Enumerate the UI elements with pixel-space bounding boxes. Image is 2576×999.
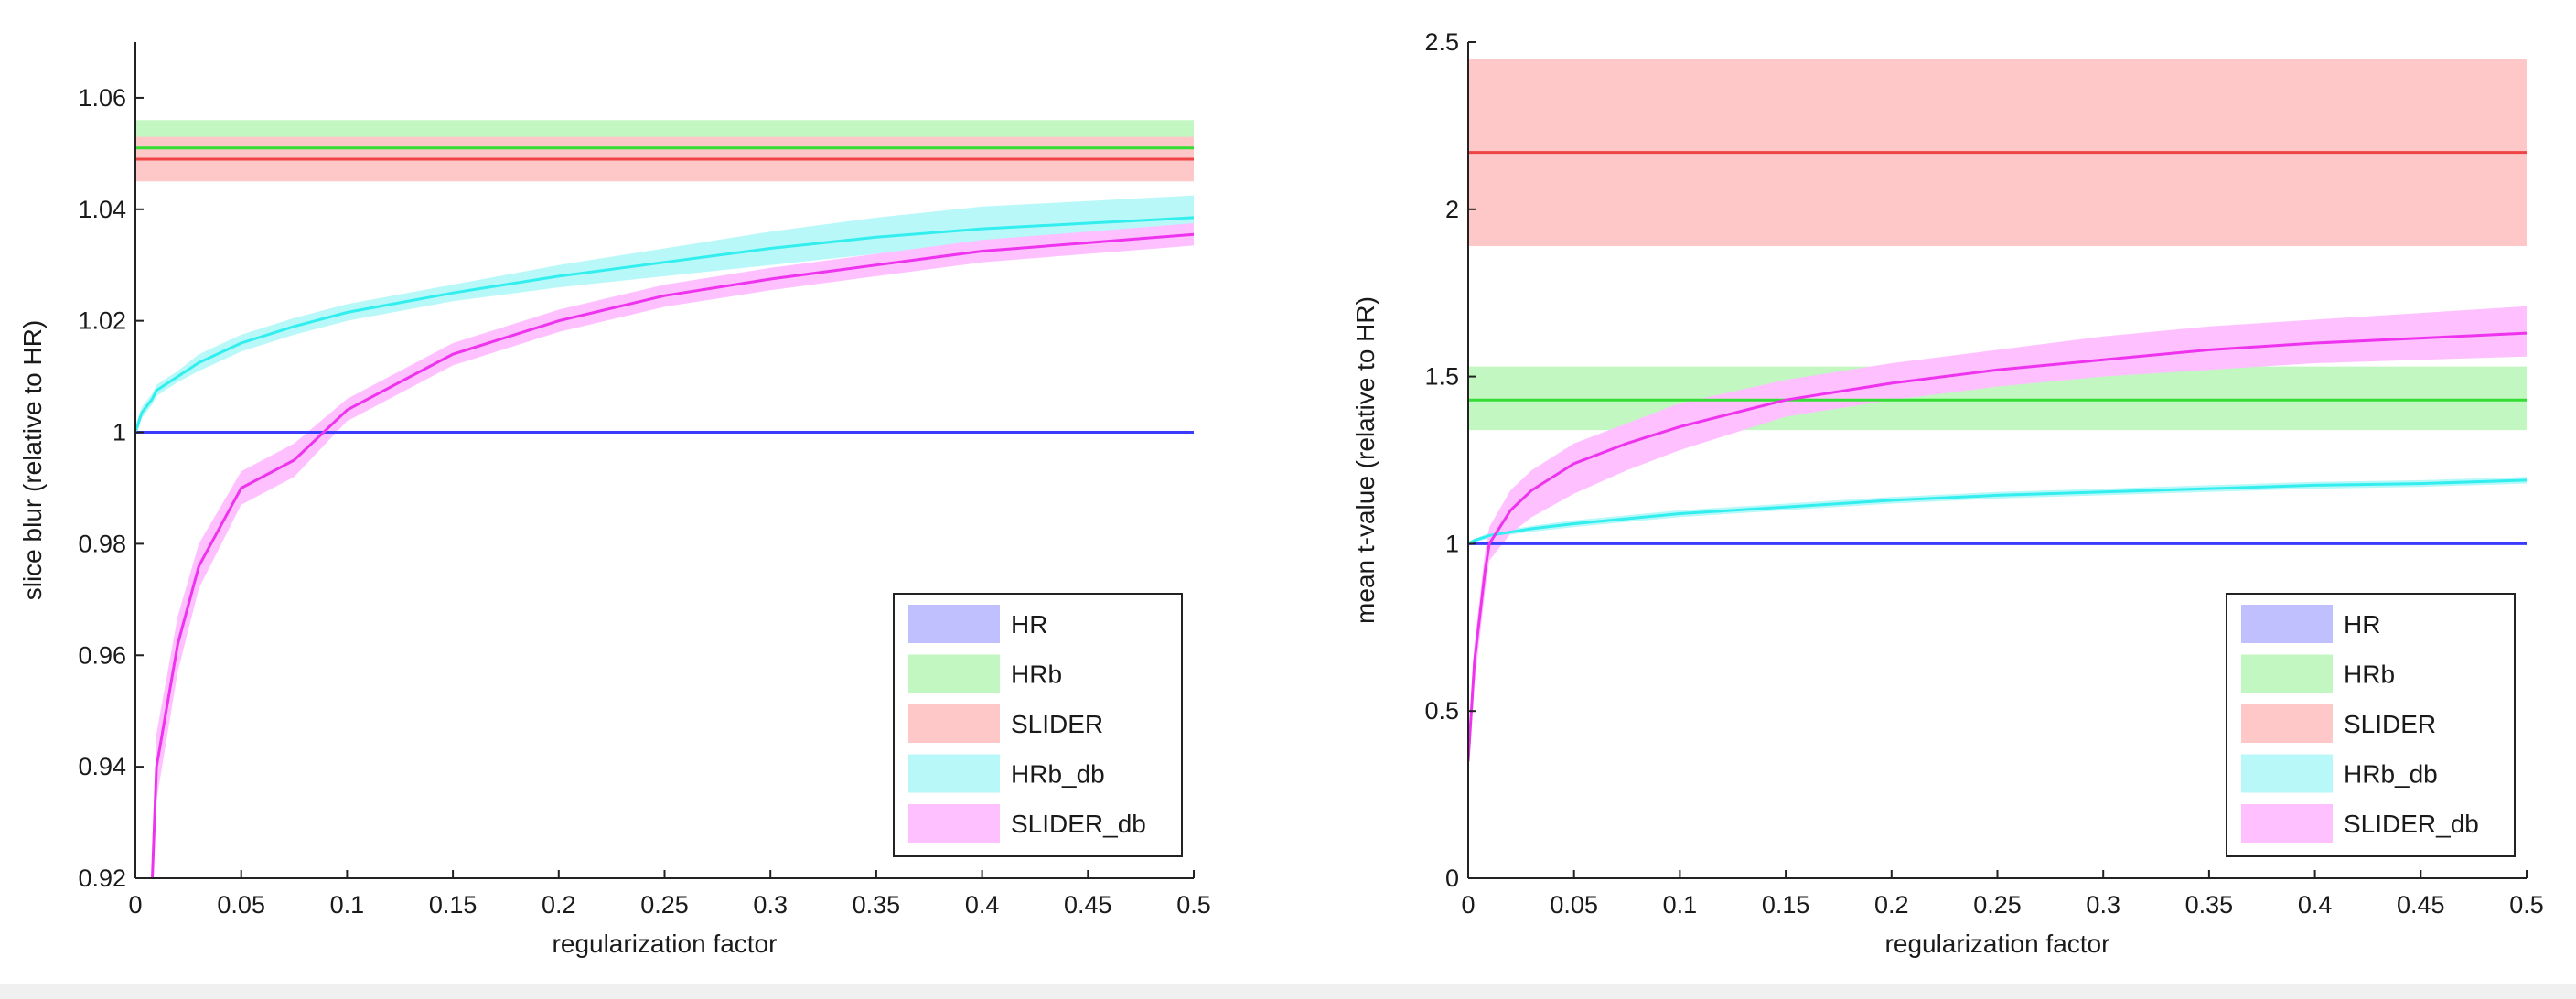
x-tick-label: 0.3 — [753, 891, 788, 918]
x-tick-label: 0 — [128, 891, 142, 918]
legend-swatch — [908, 754, 1000, 793]
y-tick-label: 0 — [1445, 865, 1459, 892]
band-hrb-db — [1468, 477, 2527, 546]
x-tick-label: 0.2 — [542, 891, 576, 918]
x-tick-label: 0.1 — [1663, 891, 1698, 918]
x-tick-label: 0.15 — [1762, 891, 1810, 918]
legend-item-slider: SLIDER — [908, 704, 1103, 743]
y-axis-label: mean t-value (relative to HR) — [1351, 296, 1379, 624]
y-tick-label: 0.98 — [78, 530, 126, 557]
legend-label: HR — [1011, 610, 1047, 639]
x-tick-label: 0.05 — [1550, 891, 1598, 918]
y-tick-label: 1.04 — [78, 196, 126, 223]
y-tick-label: 0.5 — [1424, 697, 1459, 725]
legend-swatch — [2241, 654, 2333, 693]
y-tick-label: 0.94 — [78, 753, 126, 780]
legend: HR HRb SLIDER HRb_db SLIDER_db — [2226, 593, 2516, 857]
line-hrb-db — [1468, 478, 2527, 545]
bottom-strip — [0, 984, 2576, 999]
line-hrb-db — [135, 216, 1194, 433]
x-tick-label: 0.35 — [2185, 891, 2234, 918]
y-tick-label: 1.5 — [1424, 363, 1459, 391]
legend-item-hrb-db: HRb_db — [2241, 754, 2438, 793]
chart-2: 0 0.05 0.1 0.15 0.2 0.25 0.3 0.35 0.4 0.45 0.5 0 0.5… — [1351, 28, 2544, 958]
y-tick-label: 0.92 — [78, 865, 126, 892]
x-tick-label: 0.5 — [1176, 891, 1211, 918]
x-tick-label: 0.4 — [2298, 891, 2333, 918]
legend: HR HRb SLIDER HRb_db SLIDER_db — [893, 593, 1183, 857]
legend-swatch — [2241, 804, 2333, 843]
x-tick-label: 0.45 — [2397, 891, 2445, 918]
y-tick-label: 1 — [113, 419, 126, 446]
x-tick-label: 0.2 — [1874, 891, 1909, 918]
y-tick-label: 2 — [1445, 196, 1459, 223]
legend-item-hrb: HRb — [908, 654, 1062, 693]
legend-label: SLIDER_db — [2344, 810, 2479, 838]
x-tick-label: 0.4 — [965, 891, 1000, 918]
legend-swatch — [908, 654, 1000, 693]
chart-1: 0 0.05 0.1 0.15 0.2 0.25 0.3 0.35 0.4 0.45 0.5 0.92… — [18, 42, 1211, 958]
legend-label: SLIDER — [1011, 710, 1103, 738]
x-tick-label: 0.25 — [1973, 891, 2022, 918]
x-tick-label: 0.25 — [640, 891, 689, 918]
line-slider-db — [1468, 331, 2527, 762]
legend-swatch — [2241, 704, 2333, 743]
x-tick-label: 0.3 — [2086, 891, 2120, 918]
y-tick-label: 2.5 — [1424, 28, 1459, 56]
x-tick-label: 0.5 — [2509, 891, 2544, 918]
legend-item-slider-db: SLIDER_db — [908, 804, 1146, 843]
legend-label: HR — [2344, 610, 2380, 639]
legend-item-hr: HR — [2241, 605, 2380, 643]
legend-swatch — [908, 704, 1000, 743]
y-tick-label: 1 — [1445, 530, 1459, 557]
x-tick-label: 0.45 — [1064, 891, 1112, 918]
y-tick-label: 0.96 — [78, 641, 126, 669]
y-axis-label: slice blur (relative to HR) — [18, 320, 47, 601]
legend-item-hr: HR — [908, 605, 1047, 643]
legend-label: SLIDER_db — [1011, 810, 1146, 838]
x-tick-label: 0.05 — [217, 891, 265, 918]
legend-swatch — [2241, 605, 2333, 643]
plot-area — [1468, 59, 2527, 779]
legend-item-slider-db: SLIDER_db — [2241, 804, 2479, 843]
x-tick-label: 0 — [1461, 891, 1475, 918]
legend-label: HRb_db — [1011, 760, 1105, 789]
x-axis-label: regularization factor — [553, 929, 778, 958]
plot-area — [135, 120, 1194, 878]
x-tick-label: 0.1 — [330, 891, 365, 918]
legend-label: HRb — [1011, 661, 1062, 689]
legend-swatch — [908, 605, 1000, 643]
line-slider-db — [151, 232, 1194, 878]
legend-item-slider: SLIDER — [2241, 704, 2436, 743]
band-slider-db — [1468, 306, 2527, 779]
band-hrb-db — [135, 195, 1194, 438]
y-tick-label: 1.06 — [78, 84, 126, 112]
legend-label: HRb — [2344, 661, 2395, 689]
x-axis-label: regularization factor — [1885, 929, 2110, 958]
legend-label: SLIDER — [2344, 710, 2436, 738]
legend-item-hrb: HRb — [2241, 654, 2395, 693]
legend-swatch — [2241, 754, 2333, 793]
legend-item-hrb-db: HRb_db — [908, 754, 1105, 793]
x-tick-label: 0.35 — [853, 891, 901, 918]
legend-swatch — [908, 804, 1000, 843]
x-tick-label: 0.15 — [429, 891, 478, 918]
legend-label: HRb_db — [2344, 760, 2438, 789]
y-tick-label: 1.02 — [78, 307, 126, 335]
